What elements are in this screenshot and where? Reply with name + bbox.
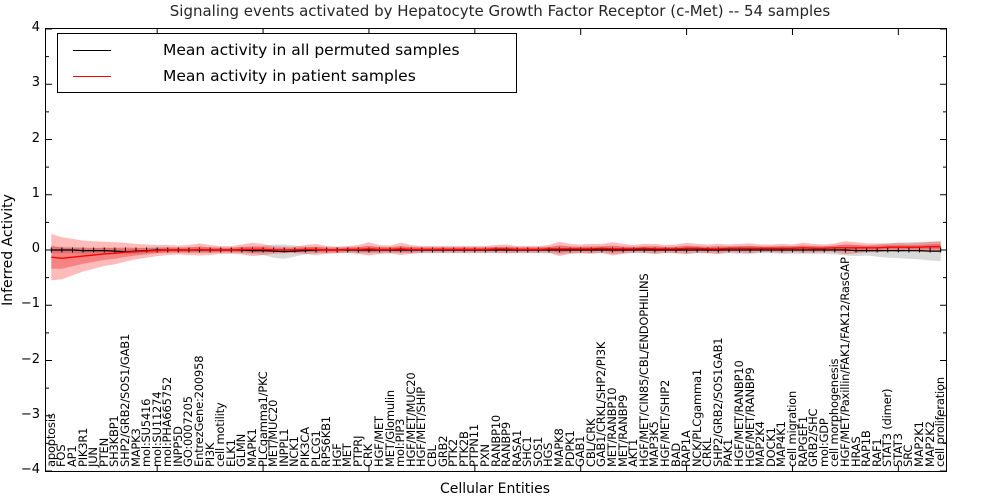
legend-line-patient	[73, 75, 111, 77]
legend-box: Mean activity in all permuted samples Me…	[57, 33, 517, 93]
x-axis-label: Cellular Entities	[439, 481, 551, 497]
patient-std-band	[51, 234, 941, 281]
y-tick-label: 3	[31, 75, 40, 91]
y-tick-label: 4	[31, 20, 40, 35]
x-tick-label: cell proliferation	[933, 377, 948, 467]
legend-item-patient: Mean activity in patient samples	[58, 63, 416, 89]
y-tick-label: 0	[31, 241, 40, 256]
plot-area	[45, 28, 947, 472]
y-tick-label: 1	[31, 185, 40, 201]
legend-label-permuted: Mean activity in all permuted samples	[163, 41, 460, 59]
y-tick-label: −2	[20, 351, 40, 367]
chart-title: Signaling events activated by Hepatocyte…	[169, 2, 831, 20]
legend-line-permuted	[73, 49, 111, 51]
legend-label-patient: Mean activity in patient samples	[163, 67, 416, 85]
y-tick-label: −3	[20, 406, 40, 422]
y-tick-label: −1	[20, 296, 40, 312]
y-tick-label: 2	[31, 130, 40, 146]
patient-mean-line	[51, 246, 941, 260]
y-tick-label: −4	[20, 462, 40, 477]
legend-item-permuted: Mean activity in all permuted samples	[58, 37, 460, 63]
chart-canvas	[46, 29, 946, 471]
